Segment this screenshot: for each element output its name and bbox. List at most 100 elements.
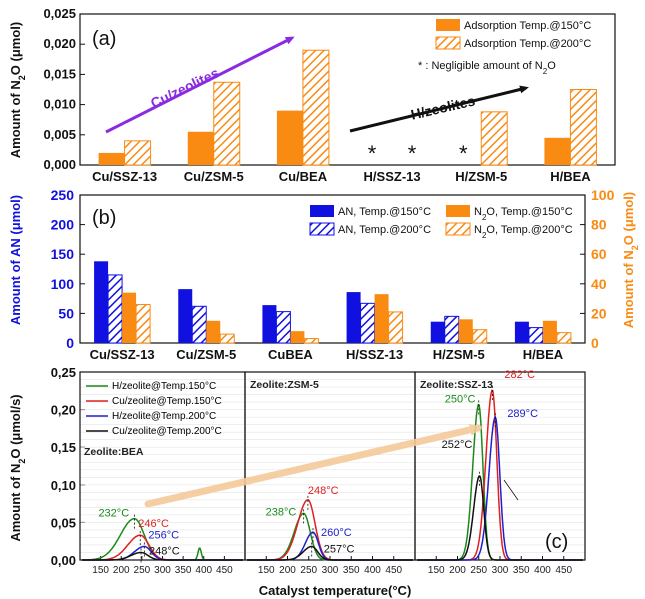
panel-c-peak-label: 257°C (324, 543, 355, 555)
legend-label-an-200: AN, Temp.@200°C (338, 224, 431, 236)
panel-b-bar (458, 319, 473, 343)
panel-b-y-tick-label-right: 40 (591, 276, 607, 292)
panel-b-y-tick-label-right: 80 (591, 217, 607, 233)
panel-b-bar (444, 315, 460, 344)
legend-label-cu200: Cu/zeolite@Temp.200°C (112, 426, 222, 437)
panel-c-x-tick-label: 250 (134, 565, 151, 576)
panel-b-bar (94, 261, 109, 343)
panel-a-frame (79, 13, 616, 166)
panel-c-y-tick-label: 0,15 (51, 440, 76, 455)
panel-c-x-tick-label: 450 (385, 565, 402, 576)
panel-c-x-tick-label: 150 (258, 565, 275, 576)
panel-b-bar (514, 321, 529, 343)
panel-c-x-tick-label: 350 (343, 565, 360, 576)
panel-b-y-ticks: 0 50 100 150 200 250 0 20 40 60 80 100 (51, 187, 615, 351)
panel-a-bar (187, 131, 214, 165)
panel-c-peak-label: 260°C (321, 527, 352, 539)
panel-b-bar (430, 321, 445, 343)
panel-b-category-label: Cu/SSZ-13 (90, 347, 155, 362)
panel-b-bar (360, 302, 376, 344)
legend-label-an-150: AN, Temp.@150°C (338, 206, 431, 218)
legend-label-n2o-200: N2O, Temp.@200°C (474, 224, 573, 240)
panel-b-bar (542, 320, 557, 343)
panel-a-category-label: H/BEA (550, 169, 591, 184)
panel-a-bars (98, 49, 597, 166)
panel-c-peak-label: 252°C (442, 439, 473, 451)
panel-c-subpanel-title: Zeolite:BEA (84, 446, 144, 458)
panel-a-label: (a) (92, 28, 116, 50)
panel-c-x-tick-label: 150 (428, 565, 445, 576)
panel-c-subpanel-title: Zeolite:SSZ-13 (420, 379, 493, 391)
panel-b-bar (303, 338, 319, 344)
panel-c-peak-label: 248°C (149, 545, 180, 557)
panel-c-x-tick-label: 300 (322, 565, 339, 576)
panel-b-bar (374, 294, 389, 343)
panel-b-bar (388, 311, 404, 344)
legend-label-n2o-150: N2O, Temp.@150°C (474, 206, 573, 222)
legend-label-h150: H/zeolite@Temp.150°C (112, 381, 216, 392)
panel-c-x-tick-label: 400 (195, 565, 212, 576)
legend-swatch-an-150 (310, 205, 334, 217)
cu-zeolites-annotation: Cu/zeolites (148, 64, 222, 111)
panel-c-y-tick-label: 0,10 (51, 478, 76, 493)
panel-b-bars (94, 261, 572, 344)
panel-b-y-axis-label-right: Amount of N2O (μmol) (621, 192, 640, 328)
panel-c-label-pointer (503, 479, 519, 501)
panel-c-legend: H/zeolite@Temp.150°C Cu/zeolite@Temp.150… (86, 381, 222, 437)
panel-b-y-tick-label-left: 50 (58, 305, 74, 321)
panel-b-bar (528, 327, 544, 344)
panel-b-y-tick-label-right: 60 (591, 246, 607, 262)
panel-b-bar (219, 333, 235, 344)
panel-b-category-labels: Cu/SSZ-13 Cu/ZSM-5 CuBEA H/SSZ-13 H/ZSM-5 H/B… (90, 347, 564, 362)
panel-b-bar (556, 332, 572, 344)
panel-b-bar (122, 292, 137, 343)
panel-c-series-line (82, 551, 243, 561)
panel-a-y-axis-label: Amount of N2O (μmol) (8, 22, 27, 158)
panel-a-y-tick-label: 0,010 (43, 97, 76, 112)
panel-b-bar (135, 304, 151, 344)
panel-c-y-tick-label: 0,20 (51, 403, 76, 418)
panel-b-y-tick-label-left: 150 (51, 246, 75, 262)
panel-c-x-tick-label: 300 (492, 565, 509, 576)
panel-b-frame (79, 194, 586, 344)
panel-b-bar (472, 329, 488, 344)
panel-b-bar (178, 289, 193, 343)
panel-c-x-tick-label: 350 (513, 565, 530, 576)
panel-b-bar (290, 331, 305, 343)
legend-label-h200: H/zeolite@Temp.200°C (112, 411, 216, 422)
panel-b-category-label: Cu/ZSM-5 (176, 347, 236, 362)
panel-a-bar (302, 49, 330, 166)
panel-c-series-line (247, 545, 413, 561)
panel-a-category-label: H/SSZ-13 (364, 169, 421, 184)
panel-a-legend: Adsorption Temp.@150°C Adsorption Temp.@… (418, 19, 591, 76)
panel-c-trend-arrow (144, 423, 484, 508)
panel-c-x-tick-label: 400 (534, 565, 551, 576)
panel-a-category-label: Cu/ZSM-5 (184, 169, 244, 184)
panel-b-y-tick-label-right: 100 (591, 187, 615, 203)
panel-c-peak-label: 248°C (308, 485, 339, 497)
panel-b-category-label: CuBEA (268, 347, 313, 362)
panel-c-subpanel-title: Zeolite:ZSM-5 (250, 379, 319, 391)
panel-b-bar (191, 305, 207, 344)
legend-negligible: * : Negligible amount of N2O (418, 60, 556, 76)
panel-c-x-tick-label: 300 (154, 565, 171, 576)
panel-a-y-ticks: 0,000 0,005 0,010 0,015 0,020 0,025 (43, 6, 76, 172)
panel-c-peak-label: 250°C (445, 393, 476, 405)
legend-swatch-200 (435, 36, 461, 50)
panel-c-x-tick-label: 450 (216, 565, 233, 576)
panel-c-y-axis-label: Amount of N2O (μmol/s) (8, 394, 27, 541)
panel-c-peak-label: 238°C (266, 506, 297, 518)
panel-b-y-axis-label-left: Amount of AN (μmol) (8, 195, 23, 325)
panel-c-x-tick-label: 450 (555, 565, 572, 576)
panel-b-bar (107, 274, 123, 344)
panel-b-y-tick-label-left: 250 (51, 187, 75, 203)
panel-c-x-tick-label: 200 (279, 565, 296, 576)
panel-b-axes (79, 194, 586, 344)
panel-a-negligible-marks: * * * (368, 141, 468, 166)
panel-c-x-tick-label: 350 (175, 565, 192, 576)
panel-c-peak-label: 232°C (98, 508, 129, 520)
panel-a-category-label: Cu/BEA (279, 169, 328, 184)
panel-a-y-tick-label: 0,020 (43, 36, 76, 51)
h-zeolites-annotation: H/zeolites (409, 92, 476, 122)
panel-a-axes (79, 13, 616, 166)
